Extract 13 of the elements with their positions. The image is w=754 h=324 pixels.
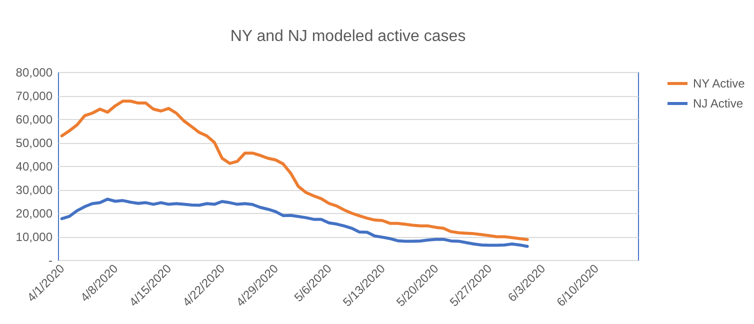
y-tick-label: 50,000 [16,136,53,150]
line-series [60,100,529,242]
legend-label: NJ Active [693,96,744,110]
y-tick-label: 80,000 [16,66,53,80]
y-tick-label: 10,000 [16,230,53,244]
y-tick-label: 20,000 [16,206,53,220]
y-tick-label: 60,000 [16,112,53,126]
y-tick-label: 30,000 [16,183,53,197]
y-tick-label: 70,000 [16,89,53,103]
legend-label: NY Active [693,76,746,90]
chart-title: NY and NJ modeled active cases [230,28,466,45]
y-tick-label: 40,000 [16,160,53,174]
y-tick-label: - [48,254,52,268]
